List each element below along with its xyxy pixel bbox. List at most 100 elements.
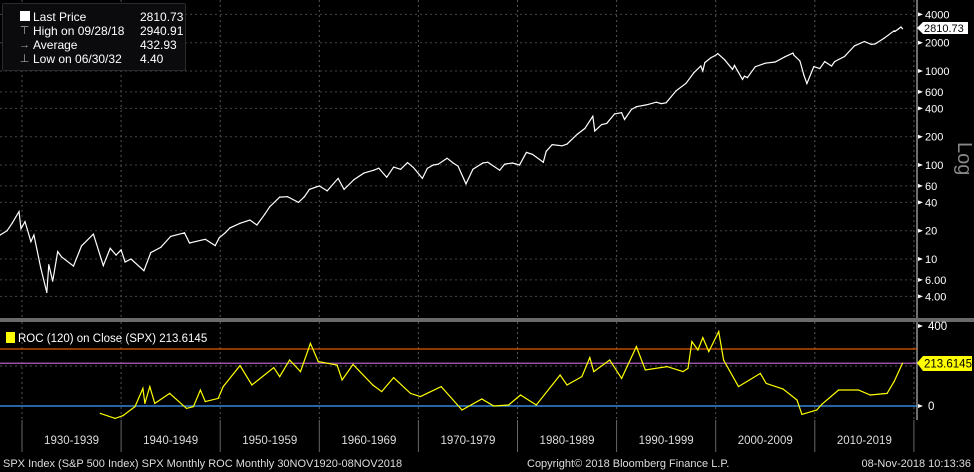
- roc-point: [199, 389, 201, 391]
- price-y-tick-label: 6.00: [925, 275, 946, 287]
- price-y-tick-label: 10: [925, 254, 937, 266]
- roc-point: [409, 392, 412, 394]
- price-point: [102, 265, 104, 267]
- price-point: [61, 256, 63, 258]
- price-point: [412, 166, 415, 169]
- price-point: [204, 238, 206, 240]
- x-tick-label: 1970-1979: [440, 435, 495, 447]
- price-point: [393, 166, 395, 168]
- legend-low-value: 4.40: [140, 52, 164, 66]
- price-point: [685, 82, 687, 84]
- price-point: [900, 26, 902, 28]
- footer-copyright: Copyright© 2018 Bloomberg Finance L.P.: [527, 458, 730, 470]
- roc-point: [299, 371, 302, 373]
- y-tick-mark: [918, 324, 923, 328]
- roc-point: [317, 361, 319, 363]
- panel-divider[interactable]: [0, 318, 974, 322]
- x-tick-label: 1960-1969: [341, 435, 396, 447]
- roc-point: [381, 391, 383, 393]
- roc-point: [869, 394, 871, 396]
- roc-point: [419, 396, 421, 398]
- price-point: [620, 112, 623, 114]
- last-price-tag-text: 2810.73: [924, 23, 964, 35]
- legend-high-value: 2940.91: [140, 24, 184, 38]
- roc-point: [185, 407, 188, 409]
- log-scale-label[interactable]: Log: [953, 142, 974, 176]
- price-point: [542, 161, 544, 163]
- price-point: [214, 244, 216, 247]
- roc-point: [609, 359, 611, 361]
- price-point: [793, 54, 795, 56]
- roc-point: [837, 389, 840, 391]
- roc-point: [687, 367, 689, 369]
- price-point: [623, 118, 626, 121]
- price-series-line: [0, 26, 903, 293]
- y-tick-mark: [918, 163, 923, 167]
- price-point: [264, 213, 266, 215]
- price-point: [115, 254, 117, 256]
- roc-point: [393, 377, 395, 379]
- x-tick-label: 2010-2019: [837, 435, 892, 447]
- price-point: [566, 143, 568, 145]
- roc-point: [644, 369, 646, 371]
- roc-point: [440, 386, 442, 388]
- low-marker-icon: ⊥: [19, 53, 30, 65]
- y-tick-mark: [918, 40, 923, 45]
- price-point: [717, 53, 719, 55]
- price-point: [831, 65, 833, 67]
- y-tick-mark: [918, 257, 923, 261]
- price-point: [20, 228, 22, 230]
- price-point: [806, 82, 808, 85]
- price-point: [824, 61, 826, 63]
- price-point: [863, 40, 865, 43]
- roc-point: [857, 389, 860, 391]
- price-point: [819, 68, 821, 70]
- price-point: [363, 172, 365, 174]
- price-point: [901, 28, 904, 30]
- price-point: [630, 108, 633, 111]
- y-tick-mark: [918, 89, 923, 94]
- price-point: [249, 219, 251, 221]
- roc-point: [341, 379, 343, 381]
- price-point: [30, 241, 32, 243]
- roc-point: [737, 386, 740, 388]
- price-point: [194, 241, 197, 243]
- y-tick-mark: [918, 106, 923, 111]
- price-point: [693, 72, 695, 74]
- roc-point: [535, 404, 537, 406]
- price-point: [883, 37, 885, 39]
- last-price-tag: 2810.73: [917, 22, 968, 35]
- y-tick-mark: [918, 134, 923, 139]
- price-point: [561, 145, 563, 147]
- price-point: [792, 52, 794, 54]
- y-axis-ticks: 400020001000600400200100604020106.004.00…: [918, 9, 949, 413]
- roc-point: [620, 377, 623, 379]
- price-y-tick-label: 4.00: [925, 291, 946, 303]
- roc-point: [309, 342, 311, 344]
- price-point: [130, 258, 132, 260]
- roc-point: [149, 386, 151, 388]
- price-point: [188, 242, 191, 244]
- price-point: [353, 178, 355, 181]
- roc-point: [493, 405, 495, 407]
- price-y-tick-label: 20: [925, 226, 937, 238]
- price-point: [870, 43, 872, 45]
- roc-legend-value: 213.6145: [159, 333, 208, 345]
- price-point: [545, 150, 547, 152]
- roc-point: [204, 401, 206, 403]
- roc-swatch-icon: [6, 332, 15, 343]
- price-point: [308, 188, 310, 191]
- price-point: [645, 104, 647, 106]
- price-point: [551, 143, 553, 146]
- price-point: [635, 106, 638, 108]
- roc-point: [279, 376, 281, 378]
- roc-point: [192, 406, 195, 408]
- legend-last-price-value: 2810.73: [140, 10, 184, 24]
- price-point: [710, 57, 712, 59]
- series-points: [0, 26, 904, 419]
- roc-y-tick-label: 0: [928, 401, 934, 413]
- price-point: [72, 265, 75, 267]
- price-legend: Last Price 2810.73 ⊤ High on 09/28/18 29…: [2, 3, 186, 71]
- price-point: [421, 177, 423, 180]
- roc-point: [142, 387, 144, 389]
